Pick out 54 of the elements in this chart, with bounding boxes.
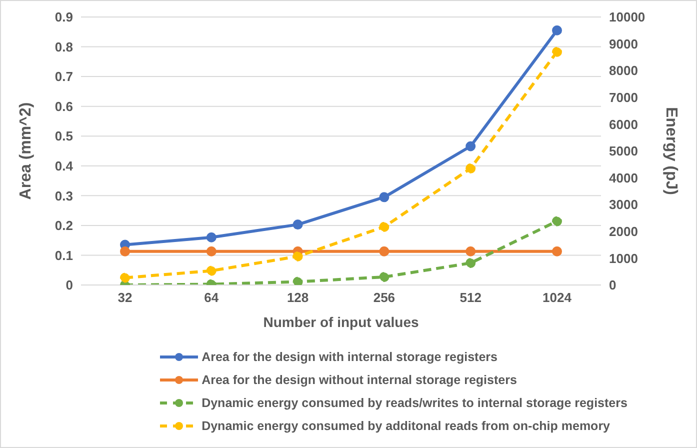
y2-tick-label: 5000 — [609, 144, 638, 159]
point — [379, 246, 390, 256]
y2-tick-label: 2000 — [609, 224, 638, 240]
x-axis-title: Number of input values — [263, 314, 419, 330]
x-tick-label: 64 — [204, 290, 220, 306]
x-tick-label: 256 — [373, 290, 396, 306]
point — [292, 251, 303, 262]
y-tick-label: 0.1 — [54, 248, 73, 263]
legend-label: Dynamic energy consumed by reads/writes to internal storage registers — [202, 396, 628, 410]
legend-label: Area for the design without internal storage registers — [202, 372, 517, 386]
y-tick-label: 0.2 — [54, 218, 73, 234]
y2-tick-label: 6000 — [609, 116, 638, 132]
y2-tick-label: 7000 — [609, 90, 638, 106]
y-tick-label: 0 — [66, 278, 73, 293]
y-tick-label: 0.9 — [54, 10, 73, 25]
y2-tick-label: 8000 — [609, 63, 638, 78]
point — [120, 246, 130, 256]
point — [292, 220, 303, 230]
x-tick-label: 1024 — [542, 290, 572, 306]
y-tick-label: 0.7 — [54, 69, 73, 84]
y2-tick-label: 3000 — [609, 197, 638, 212]
point — [379, 272, 390, 282]
point — [466, 258, 476, 268]
point — [206, 266, 216, 276]
y2-tick-label: 10000 — [609, 10, 646, 25]
point — [206, 246, 216, 256]
point — [379, 192, 390, 202]
x-tick-label: 128 — [286, 290, 309, 306]
point — [552, 25, 562, 36]
point — [466, 246, 476, 256]
point — [466, 141, 476, 152]
y2-tick-label: 1000 — [609, 250, 638, 266]
y-axis-title: Area (mm^2) — [18, 102, 35, 200]
y-tick-label: 0.5 — [54, 128, 73, 144]
point — [552, 246, 562, 256]
point — [292, 276, 303, 285]
y-tick-label: 0.8 — [54, 39, 73, 54]
y-tick-label: 0.4 — [54, 158, 74, 174]
y2-tick-label: 4000 — [609, 170, 638, 186]
legend-label: Dynamic energy consumed by additonal reads from on-chip memory — [202, 418, 610, 432]
point — [120, 272, 130, 283]
y2-tick-label: 0 — [609, 278, 616, 293]
y2-tick-label: 9000 — [609, 36, 638, 52]
point — [466, 163, 476, 174]
y-tick-label: 0.3 — [54, 188, 73, 204]
legend-label: Area for the design with internal storage registers — [202, 350, 498, 364]
point — [552, 216, 562, 226]
y2-axis-title: Energy (pJ) — [662, 106, 680, 196]
point — [379, 222, 390, 232]
point — [552, 46, 562, 57]
point — [206, 232, 216, 242]
x-tick-label: 512 — [460, 290, 482, 306]
x-tick-label: 32 — [118, 290, 132, 306]
y-tick-label: 0.6 — [54, 98, 73, 114]
